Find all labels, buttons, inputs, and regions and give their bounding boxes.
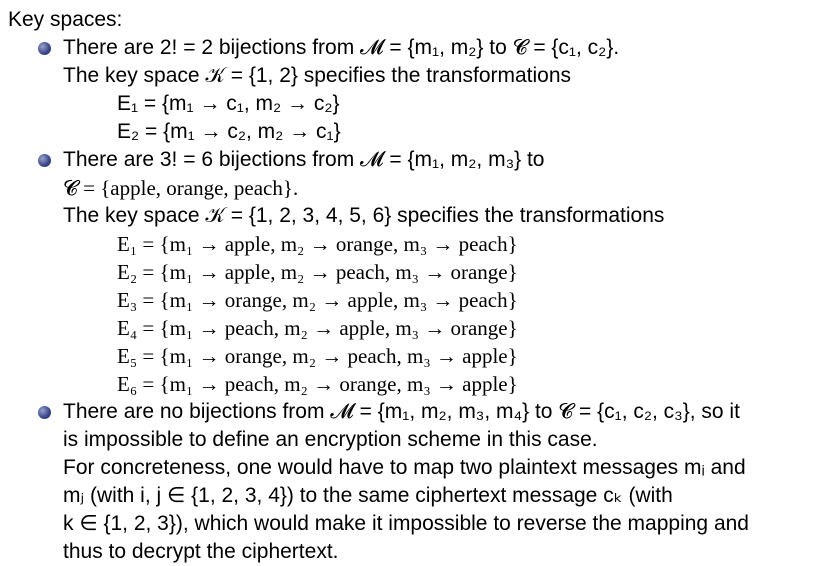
bullet2-line2: 𝓒 = {apple, orange, peach}. — [63, 176, 299, 200]
bullet2-line1: There are 3! = 6 bijections from 𝓜 = {m₁… — [63, 148, 545, 171]
bullet2-transform-5: E₅ = {m₁ → orange, m₂ → peach, m₃ → appl… — [117, 344, 518, 368]
bullet1-transform-1: E₁ = {m₁ → c₁, m₂ → c₂} — [117, 92, 340, 115]
bullet-icon — [38, 406, 51, 419]
bullet2-transform-1: E₁ = {m₁ → apple, m₂ → orange, m₃ → peac… — [117, 232, 518, 256]
bullet3-line3: For concreteness, one would have to map … — [63, 456, 746, 479]
bullet3-line1: There are no bijections from 𝓜 = {m₁, m₂… — [63, 400, 740, 423]
heading: Key spaces: — [8, 8, 123, 31]
bullet2-transform-3: E₃ = {m₁ → orange, m₂ → apple, m₃ → peac… — [117, 288, 518, 312]
bullet2-transform-2: E₂ = {m₁ → apple, m₂ → peach, m₃ → orang… — [117, 260, 518, 284]
bullet-icon — [38, 42, 51, 55]
bullet1-line2: The key space 𝒦 = {1, 2} specifies the t… — [63, 64, 572, 87]
bullet2-line3: The key space 𝒦 = {1, 2, 3, 4, 5, 6} spe… — [63, 204, 665, 227]
bullet-icon — [38, 154, 51, 167]
bullet3-line6: thus to decrypt the ciphertext. — [63, 540, 339, 563]
bullet3-line4: mⱼ (with i, j ∈ {1, 2, 3, 4}) to the sam… — [63, 484, 673, 507]
bullet2-transform-4: E₄ = {m₁ → peach, m₂ → apple, m₃ → orang… — [117, 316, 518, 340]
bullet3-line5: k ∈ {1, 2, 3}), which would make it impo… — [63, 512, 749, 535]
bullet1-line1: There are 2! = 2 bijections from 𝓜 = {m₁… — [63, 36, 620, 59]
bullet3-line2: is impossible to define an encryption sc… — [63, 428, 598, 451]
bullet2-transform-6: E₆ = {m₁ → peach, m₂ → orange, m₃ → appl… — [117, 372, 518, 396]
bullet1-transform-2: E₂ = {m₁ → c₂, m₂ → c₁} — [117, 120, 341, 143]
